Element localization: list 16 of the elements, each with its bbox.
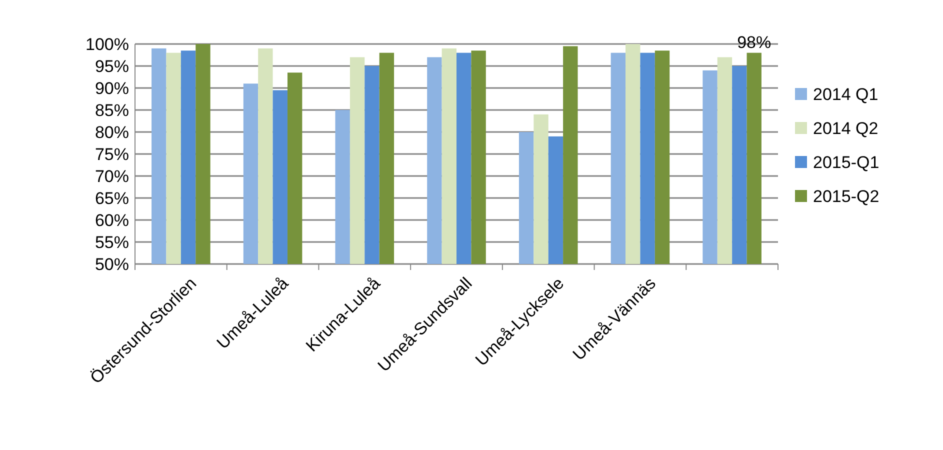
y-tick-label: 80% xyxy=(94,122,129,142)
y-tick-label: 60% xyxy=(94,210,129,230)
y-tick-label: 90% xyxy=(94,78,129,98)
legend-label: 2015-Q2 xyxy=(813,186,880,206)
legend-label: 2014 Q2 xyxy=(813,118,878,138)
y-tick-label: 100% xyxy=(86,34,129,54)
y-tick-label: 95% xyxy=(94,56,129,76)
legend-label: 2015-Q1 xyxy=(813,152,880,172)
y-tick-label: 55% xyxy=(94,232,129,252)
data-label: 98% xyxy=(737,32,772,52)
y-tick-label: 85% xyxy=(94,100,129,120)
y-tick-label: 50% xyxy=(94,254,129,274)
legend-label: 2014 Q1 xyxy=(813,84,878,104)
y-tick-label: 75% xyxy=(94,144,129,164)
y-tick-label: 65% xyxy=(94,188,129,208)
y-tick-label: 70% xyxy=(94,166,129,186)
